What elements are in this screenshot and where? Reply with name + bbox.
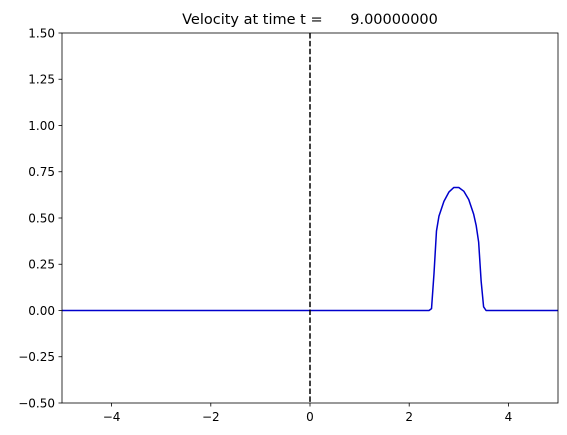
x-tick-label: 0	[306, 410, 314, 424]
y-tick-label: −0.50	[18, 396, 55, 410]
x-tick-label: −2	[202, 410, 220, 424]
x-tick-label: 4	[505, 410, 513, 424]
y-tick-label: 0.50	[28, 211, 55, 225]
y-tick-label: 0.00	[28, 304, 55, 318]
plot-area	[62, 33, 558, 403]
x-tick-label: 2	[405, 410, 413, 424]
y-tick-label: −0.25	[18, 350, 55, 364]
y-tick-label: 1.25	[28, 73, 55, 87]
y-tick-label: 0.75	[28, 165, 55, 179]
series-line-0	[62, 186, 558, 312]
y-tick-label: 1.00	[28, 119, 55, 133]
axes: −4 −2 0 2 4 −0.50 −0.25 0.00 0.25 0.50 0.75 1.00 1.2…	[18, 26, 559, 424]
y-tick-label: 0.25	[28, 258, 55, 272]
chart-title: Velocity at time t = 9.00000000	[182, 12, 438, 28]
y-tick-label: 1.50	[28, 26, 55, 40]
x-tick-label: −4	[103, 410, 121, 424]
